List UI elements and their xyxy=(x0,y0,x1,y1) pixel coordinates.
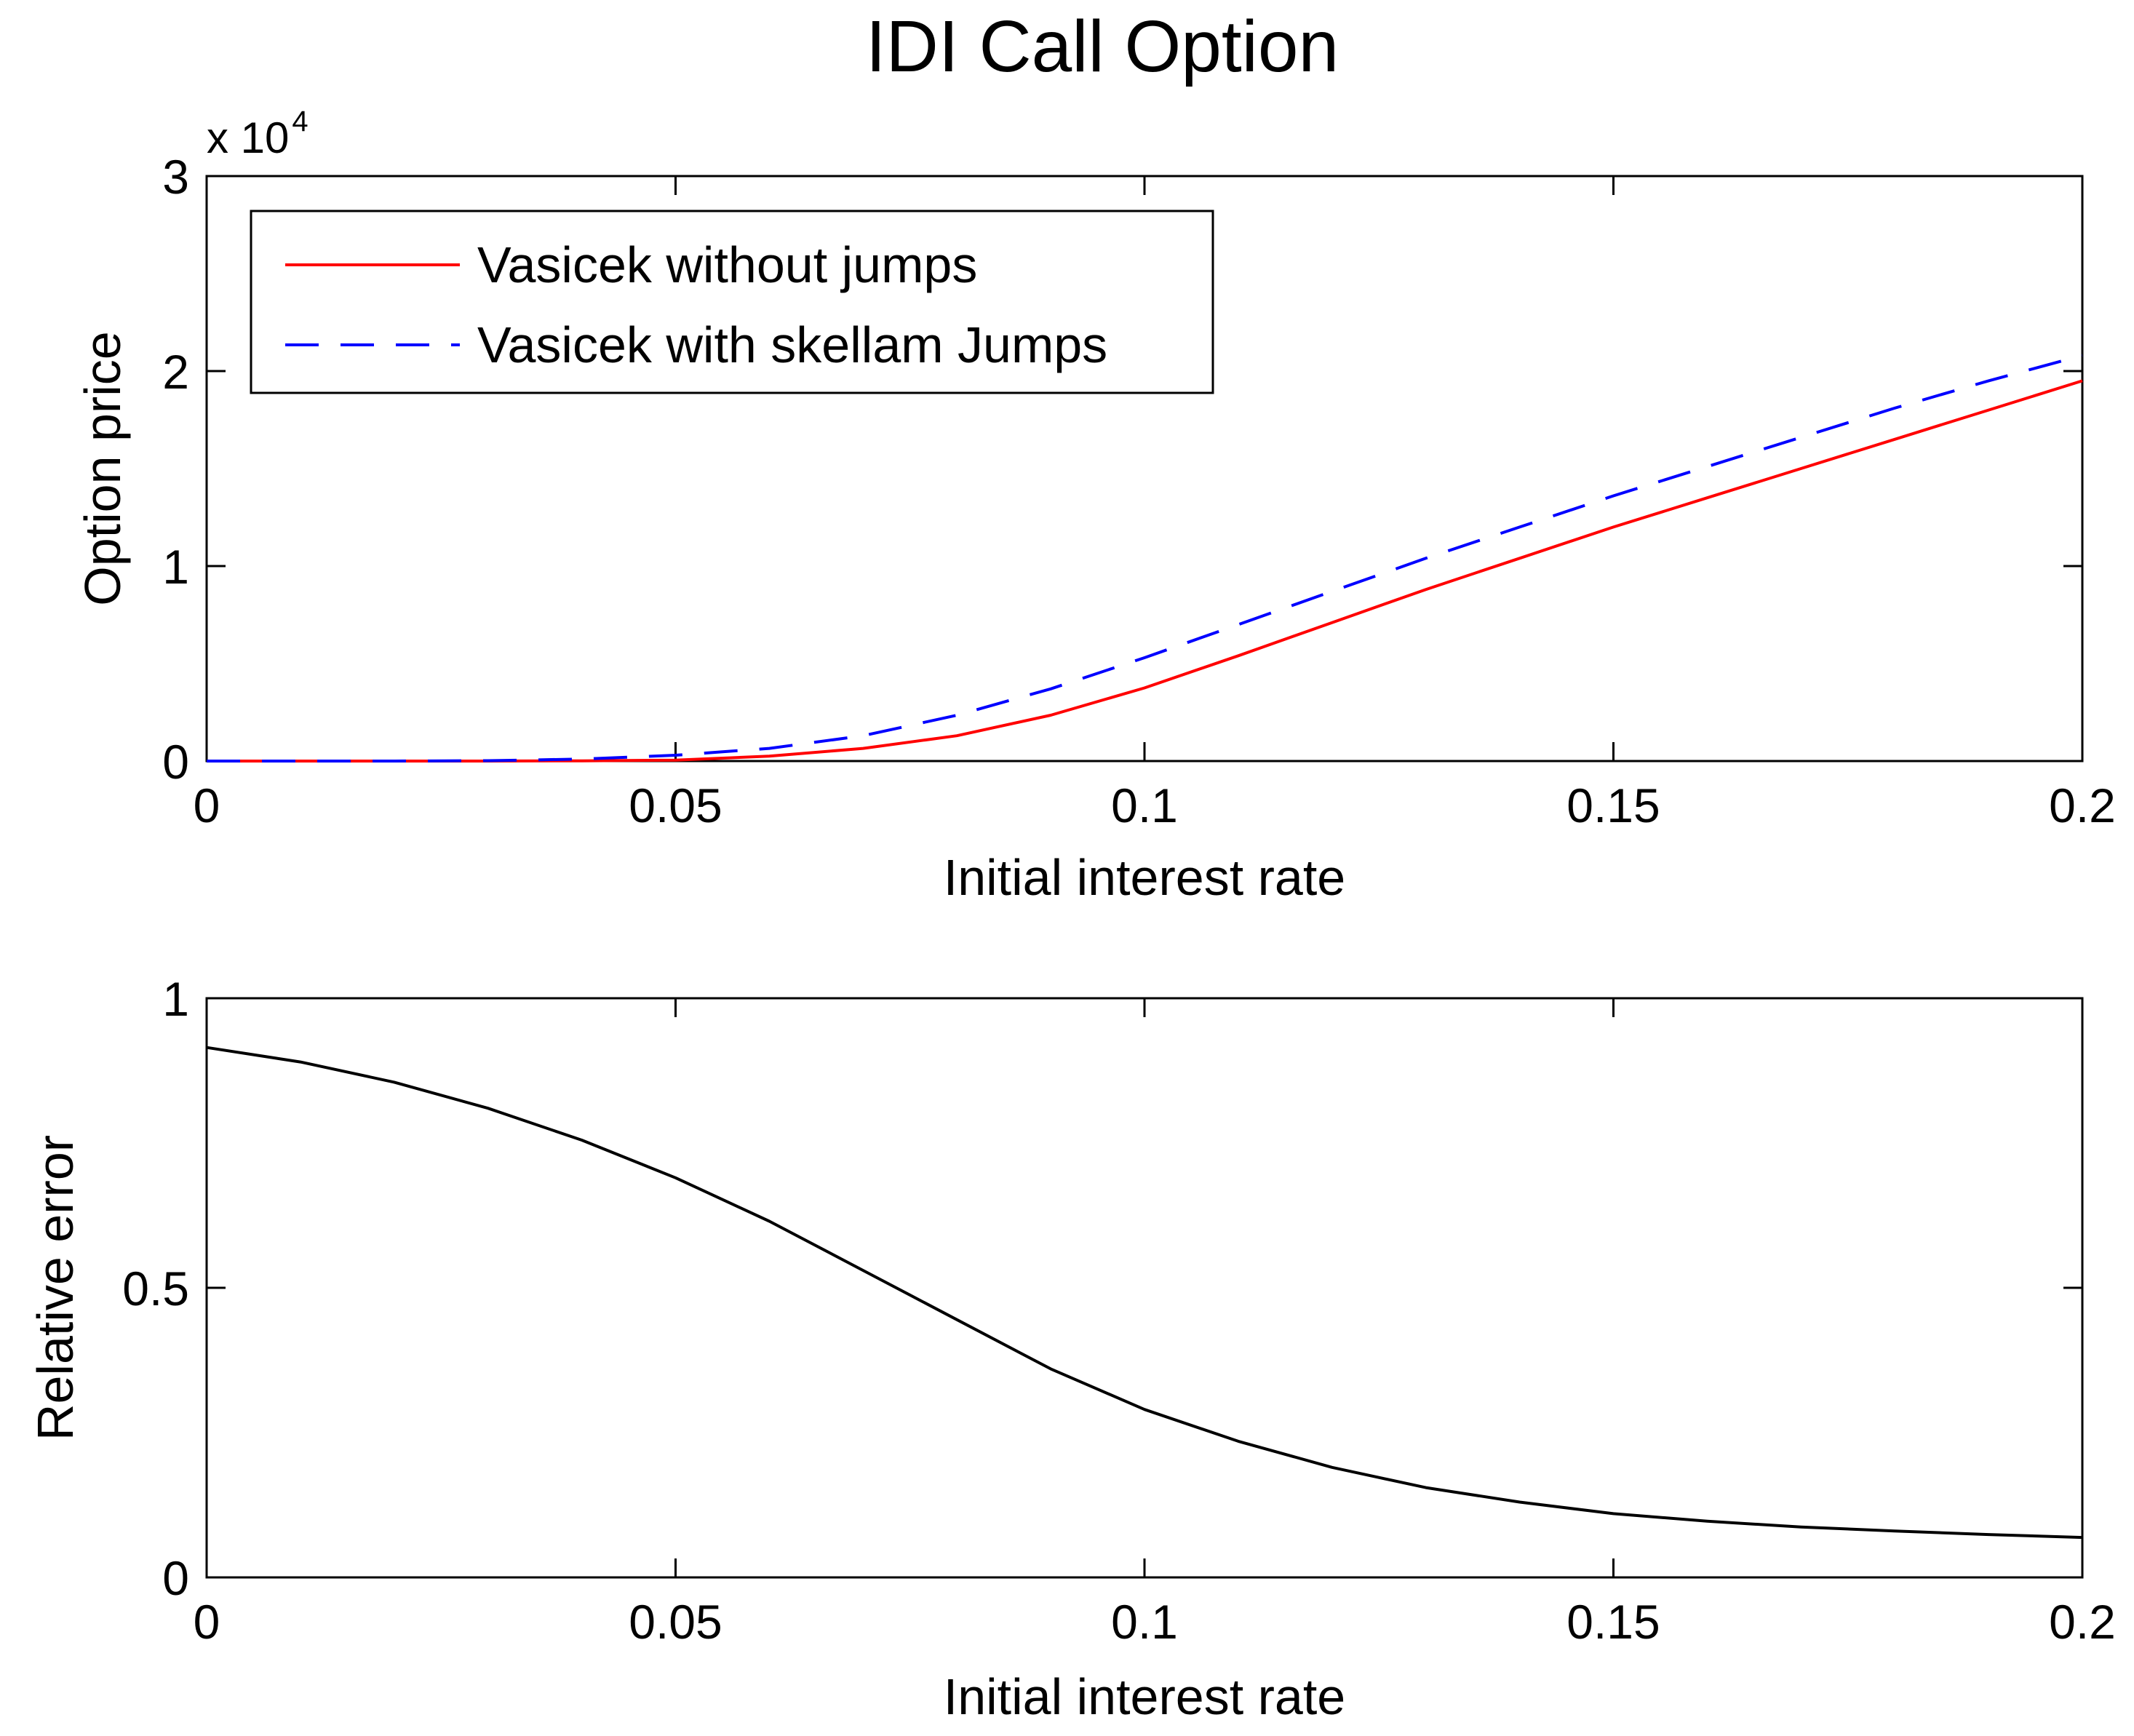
y-axis-label: Relative error xyxy=(27,1135,84,1441)
x-axis-label: Initial interest rate xyxy=(944,1668,1345,1725)
y-axis-multiplier: x 10 xyxy=(207,114,289,162)
x-tick-label: 0.2 xyxy=(2049,779,2116,832)
x-tick-label: 0.05 xyxy=(629,1595,722,1649)
series-line-1-2 xyxy=(207,354,2083,763)
y-axis-multiplier-exponent: 4 xyxy=(292,105,308,138)
x-tick-label: 0 xyxy=(194,1595,220,1649)
y-tick-label: 0.5 xyxy=(122,1262,189,1315)
x-tick-label: 0 xyxy=(194,779,220,832)
legend: Vasicek without jumps Vasicek with skella… xyxy=(250,210,1214,394)
x-tick-label: 0.15 xyxy=(1566,779,1660,832)
legend-entry: Vasicek without jumps xyxy=(477,236,977,293)
chart-title: IDI Call Option xyxy=(866,6,1339,87)
y-tick-label: 1 xyxy=(162,972,189,1026)
x-axis-label: Initial interest rate xyxy=(944,849,1345,906)
legend-box xyxy=(250,210,1214,394)
y-tick-label: 2 xyxy=(162,345,189,399)
y-tick-label: 0 xyxy=(162,735,189,789)
y-tick-label: 1 xyxy=(162,540,189,594)
x-tick-label: 0.1 xyxy=(1111,1595,1178,1649)
x-tick-label: 0.15 xyxy=(1566,1595,1660,1649)
y-tick-label: 3 xyxy=(162,150,189,204)
series-line-2-1 xyxy=(206,1046,2083,1540)
x-tick-label: 0.05 xyxy=(629,779,722,832)
y-tick-label: 0 xyxy=(162,1551,189,1605)
y-axis-label: Option price xyxy=(74,331,131,605)
option-price-plot: 0 0.05 0.1 0.15 0.2 0 1 2 3 Initial interest rate… xyxy=(74,105,2116,906)
series-line-1-1 xyxy=(207,379,2083,763)
x-tick-label: 0.1 xyxy=(1111,779,1178,832)
relative-error-plot: 0 0.05 0.1 0.15 0.2 0 0.5 1 Initial interest rat… xyxy=(27,972,2116,1725)
legend-entry: Vasicek with skellam Jumps xyxy=(477,316,1107,373)
x-tick-label: 0.2 xyxy=(2049,1595,2116,1649)
